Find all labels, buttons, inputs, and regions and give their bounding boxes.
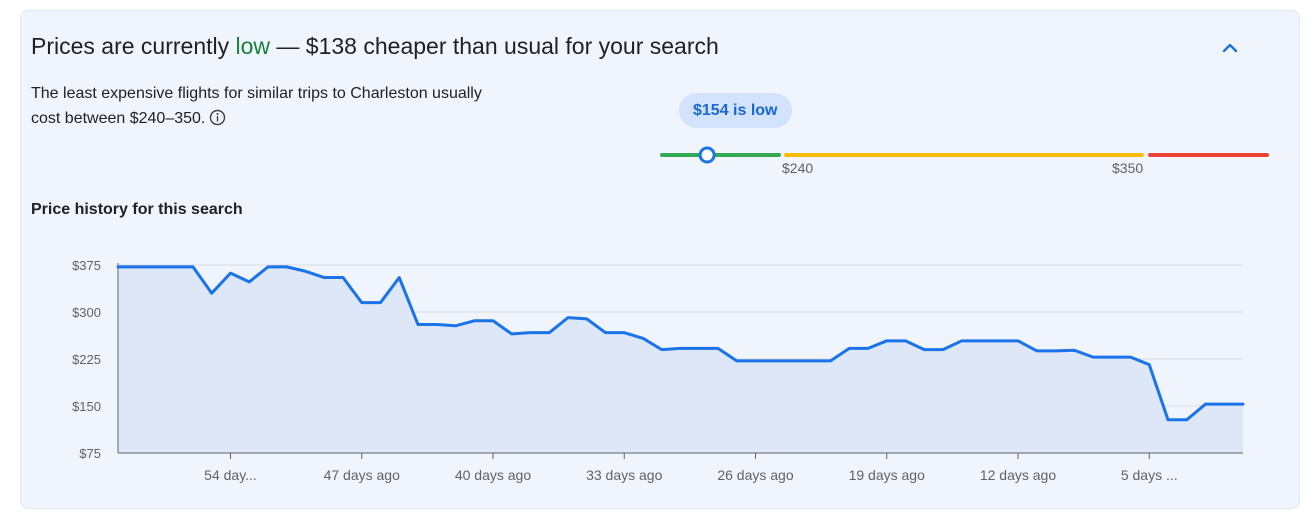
x-tick-label: 47 days ago: [324, 467, 400, 483]
price-point: [660, 348, 664, 352]
price-point: [1035, 349, 1039, 353]
price-point: [885, 339, 889, 343]
price-point: [735, 359, 739, 363]
price-point: [229, 271, 233, 275]
price-history-title: Price history for this search: [31, 201, 243, 218]
range-high-label: $350: [1112, 160, 1144, 176]
price-headline: Prices are currently low — $138 cheaper …: [31, 30, 719, 62]
current-price-marker: [698, 146, 716, 164]
price-point: [1204, 402, 1208, 406]
y-tick-label: $75: [79, 446, 101, 461]
price-point: [829, 359, 833, 363]
price-point: [1091, 355, 1095, 359]
x-tick-label: 54 day...: [204, 467, 257, 483]
collapse-button[interactable]: [1216, 34, 1244, 62]
y-tick-label: $375: [72, 258, 101, 273]
price-point: [810, 359, 814, 363]
price-point: [941, 348, 945, 352]
price-point: [847, 346, 851, 350]
price-point: [1016, 339, 1020, 343]
price-point: [1222, 402, 1226, 406]
x-tick-label: 5 days ...: [1121, 467, 1178, 483]
price-point: [1110, 355, 1114, 359]
y-tick-label: $225: [72, 352, 101, 367]
price-point: [960, 339, 964, 343]
price-point: [1185, 418, 1189, 422]
headline-prefix: Prices are currently: [31, 33, 236, 59]
price-point: [266, 265, 270, 269]
price-point: [754, 359, 758, 363]
price-point: [154, 265, 158, 269]
price-point: [341, 276, 345, 280]
price-point: [604, 331, 608, 335]
headline-status: low: [235, 33, 271, 59]
range-low-label: $240: [782, 160, 814, 176]
price-point: [1072, 348, 1076, 352]
price-point: [416, 323, 420, 327]
price-point: [772, 359, 776, 363]
typical-price-description: The least expensive flights for similar …: [31, 81, 501, 134]
x-tick-label: 33 days ago: [586, 467, 662, 483]
y-tick-label: $150: [72, 399, 101, 414]
price-point: [379, 301, 383, 305]
price-point: [135, 265, 139, 269]
price-point: [285, 265, 289, 269]
x-tick-label: 12 days ago: [980, 467, 1056, 483]
price-point: [1241, 402, 1245, 406]
price-point: [322, 276, 326, 280]
price-point: [472, 319, 476, 323]
price-area-fill: [118, 266, 1243, 453]
price-point: [622, 331, 626, 335]
price-point: [529, 331, 533, 335]
price-point: [116, 265, 120, 269]
price-history-line: [116, 265, 1245, 422]
price-point: [454, 324, 458, 328]
price-point: [210, 291, 214, 295]
price-point: [397, 276, 401, 280]
x-tick-label: 40 days ago: [455, 467, 531, 483]
price-point: [435, 323, 439, 327]
description-text: The least expensive flights for similar …: [31, 85, 482, 127]
x-tick-label: 26 days ago: [717, 467, 793, 483]
price-point: [997, 339, 1001, 343]
price-point: [866, 346, 870, 350]
price-point: [679, 346, 683, 350]
price-point: [641, 336, 645, 340]
price-point: [510, 332, 514, 336]
chevron-up-icon: [1222, 43, 1238, 53]
headline-suffix: — $138 cheaper than usual for your searc…: [270, 33, 719, 59]
price-point: [1166, 418, 1170, 422]
price-point: [904, 339, 908, 343]
price-point: [791, 359, 795, 363]
price-point: [547, 331, 551, 335]
price-point: [1147, 363, 1151, 367]
price-point: [922, 348, 926, 352]
price-point: [566, 316, 570, 320]
info-icon[interactable]: [209, 109, 226, 134]
price-point: [1054, 349, 1058, 353]
current-price-bubble: $154 is low: [679, 93, 792, 128]
price-point: [491, 319, 495, 323]
price-point: [247, 280, 251, 284]
price-point: [172, 265, 176, 269]
price-point: [716, 346, 720, 350]
price-point: [360, 301, 364, 305]
price-point: [585, 317, 589, 321]
price-point: [1129, 355, 1133, 359]
price-point: [697, 346, 701, 350]
price-point: [304, 269, 308, 273]
price-point: [191, 265, 195, 269]
x-tick-label: 19 days ago: [849, 467, 925, 483]
price-point: [979, 339, 983, 343]
y-tick-label: $300: [72, 305, 101, 320]
